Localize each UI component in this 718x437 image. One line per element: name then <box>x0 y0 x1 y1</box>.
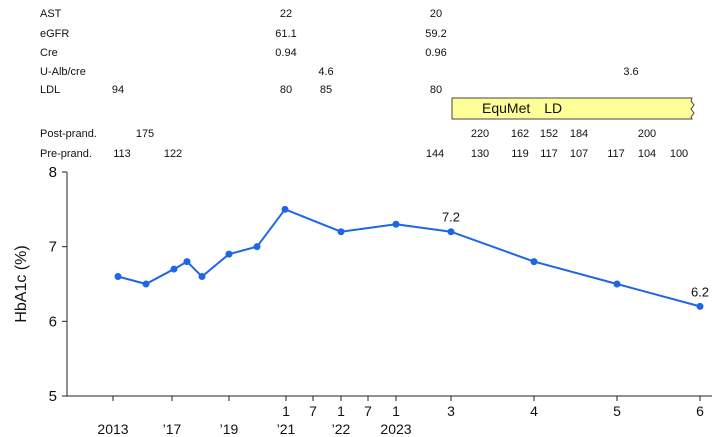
data-point <box>198 273 206 281</box>
row-label: AST <box>40 8 62 20</box>
table-cell: 22 <box>279 8 293 20</box>
data-point <box>114 273 122 281</box>
x-tick-sublabel: ’17 <box>163 421 182 437</box>
row-label: U-Alb/cre <box>40 66 86 78</box>
x-tick-label: 1 <box>337 403 345 419</box>
row-label: eGFR <box>40 28 70 40</box>
data-point <box>696 302 704 310</box>
table-cell: 61.1 <box>275 28 297 40</box>
table-cell: 59.2 <box>425 28 447 40</box>
table-cell: 184 <box>569 128 589 140</box>
table-cell: 119 <box>511 148 529 160</box>
table-cell: 113 <box>113 148 131 160</box>
x-tick-sublabel: 2013 <box>97 421 128 437</box>
y-tick-label: 5 <box>49 388 57 405</box>
treatment-bar <box>451 97 695 120</box>
x-tick-label: 7 <box>309 403 317 419</box>
row-label: LDL <box>40 84 61 96</box>
x-tick-label: 1 <box>282 403 290 419</box>
row-label: Post-prand. <box>40 128 97 140</box>
x-tick-sublabel: ’21 <box>277 421 296 437</box>
table-cell: 200 <box>637 128 657 140</box>
data-point <box>183 258 191 266</box>
data-label: 6.2 <box>691 284 709 299</box>
data-point <box>613 280 621 288</box>
table-cell: 80 <box>429 84 443 96</box>
table-cell: 162 <box>510 128 530 140</box>
table-cell: 175 <box>135 128 155 140</box>
data-point <box>253 243 261 251</box>
data-point <box>447 228 455 236</box>
x-tick-sublabel: 2023 <box>380 421 411 437</box>
table-cell: 4.6 <box>318 66 334 78</box>
table-cell: 0.96 <box>425 47 447 59</box>
table-cell: 80 <box>279 84 293 96</box>
table-cell: 85 <box>319 84 333 96</box>
series-line <box>117 208 701 308</box>
data-point <box>142 280 150 288</box>
table-cell: 117 <box>540 148 558 160</box>
data-point <box>170 265 178 273</box>
table-cell: 144 <box>425 148 445 160</box>
table-cell: 220 <box>470 128 490 140</box>
table-cell: 107 <box>569 148 589 160</box>
table-cell: 152 <box>539 128 559 140</box>
x-tick-label: 1 <box>392 403 400 419</box>
data-label: 7.2 <box>442 210 460 225</box>
y-tick-label: 6 <box>49 313 57 330</box>
treatment-label: EquMet LD <box>482 100 563 116</box>
y-tick-label: 8 <box>49 164 57 181</box>
data-point <box>337 228 345 236</box>
data-point <box>530 258 538 266</box>
x-tick-sublabel: ’19 <box>220 421 239 437</box>
x-tick-sublabel: ’22 <box>332 421 351 437</box>
data-point <box>392 220 400 228</box>
table-cell: 20 <box>429 8 443 20</box>
table-cell: 94 <box>111 84 125 96</box>
row-label: Pre-prand. <box>40 148 92 160</box>
x-tick-label: 4 <box>530 403 538 419</box>
y-axis-label: HbA1c (%) <box>13 245 30 322</box>
x-tick-label: 6 <box>696 403 704 419</box>
table-cell: 100 <box>669 148 689 160</box>
data-point <box>281 205 289 213</box>
data-point <box>225 250 233 258</box>
x-tick-label: 3 <box>447 403 455 419</box>
table-cell: 117 <box>607 148 625 160</box>
x-tick-label: 5 <box>613 403 621 419</box>
table-cell: 0.94 <box>275 47 297 59</box>
x-tick-label: 7 <box>364 403 372 419</box>
row-label: Cre <box>40 47 58 59</box>
table-cell: 3.6 <box>623 66 639 78</box>
table-cell: 130 <box>470 148 490 160</box>
table-cell: 122 <box>163 148 183 160</box>
table-cell: 104 <box>637 148 657 160</box>
y-tick-label: 7 <box>49 239 57 256</box>
